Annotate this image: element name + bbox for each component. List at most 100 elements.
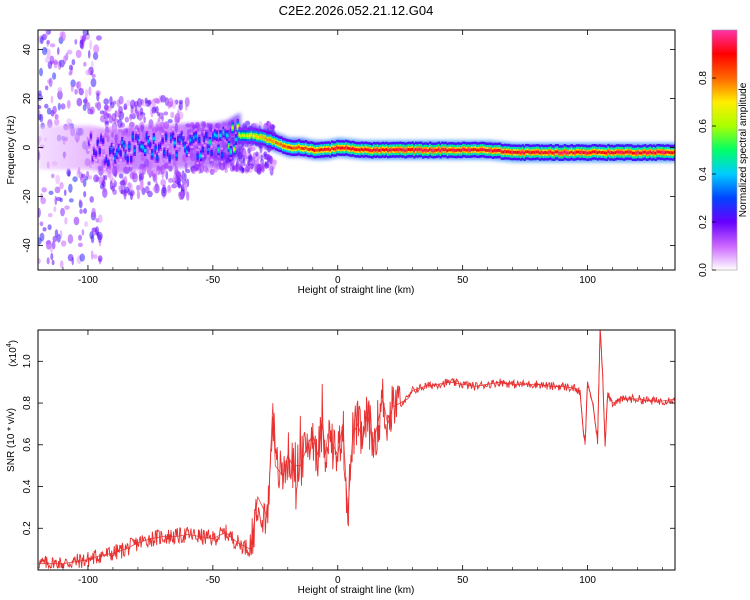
spectrogram-speckle (141, 102, 147, 107)
spectrogram-speckle (136, 110, 139, 120)
spectrogram-speckle (38, 93, 43, 101)
spectrogram-ridge-cell (441, 147, 444, 151)
spectrogram-halo-cell (193, 123, 197, 168)
spectrogram-speckle (96, 35, 102, 41)
spectrogram-halo-cell (63, 125, 67, 170)
spectrogram-halo-cell (231, 116, 235, 161)
spectrogram-ridge-cell (535, 150, 539, 154)
chart-title: C2E2.2026.052.21.12.G04 (279, 3, 434, 18)
spectrogram-speckle (126, 99, 131, 107)
spectrogram-speckle (57, 102, 61, 111)
spectrogram-speckle (61, 31, 66, 42)
spectrogram-speckle (257, 167, 261, 174)
spectrogram-speckle (59, 59, 65, 68)
spectrogram-ridge-cell (575, 150, 579, 154)
spectrogram-ridge-cell (276, 141, 280, 145)
snr-multiplier-exp: 4 (6, 343, 13, 347)
spectrogram-ridge-cell (642, 150, 645, 154)
spectrogram-ridge-cell (135, 135, 138, 139)
spectrogram-halo-cell (171, 124, 175, 169)
spectrogram-ridge-cell (603, 151, 607, 155)
spectrogram-speckle (171, 183, 178, 189)
colorbar-tick-label: 0.4 (698, 167, 709, 181)
snr-x-tick-label: 0 (335, 575, 341, 586)
spectrogram-ridge-cell (136, 138, 140, 142)
spectrogram-halo-cell (125, 127, 129, 172)
spectrogram-speckle (181, 170, 185, 180)
spectrogram-ridge-cell (479, 148, 483, 152)
spectrogram-halo-cell (67, 125, 71, 170)
spectrogram-ridge-cell (355, 148, 358, 152)
spectrogram-ridge-cell (332, 147, 336, 151)
spectrogram-ridge-cell (180, 134, 184, 138)
spectrogram-ridge-cell (446, 149, 449, 153)
spectrogram-ridge-cell (486, 148, 490, 152)
spectrogram-ridge-cell (339, 146, 343, 150)
spectrogram-speckle (39, 113, 44, 123)
spectrogram-speckle (134, 104, 138, 114)
snr-multiplier-close: ) (8, 340, 19, 343)
spectrogram-ridge-cell (114, 156, 117, 160)
spectrogram-ridge-cell (345, 146, 348, 150)
spectrogram-speckle (139, 172, 145, 181)
spectrogram-ridge-cell (404, 149, 407, 153)
spectrogram-ridge-cell (262, 136, 266, 140)
spectrogram-speckle (97, 255, 103, 262)
spectrogram-ridge-cell (481, 148, 484, 151)
spectrogram-speckle (170, 111, 175, 119)
spectrogram-speckle (75, 49, 82, 59)
spectrogram-ridge-cell (170, 136, 173, 140)
spectrogram-ridge-cell (336, 146, 339, 150)
spectrogram-speckle (158, 170, 165, 175)
spectrogram-ridge-cell (614, 151, 617, 155)
spectrogram-ridge-cell (483, 148, 486, 152)
spectrogram-ridge-cell (420, 147, 423, 151)
spectrogram-ridge-cell (659, 150, 663, 154)
spectrogram-halo-cell (213, 122, 217, 167)
spectrogram-halo-cell (55, 125, 59, 170)
spectrogram-ridge-cell (385, 148, 388, 151)
spectrogram-speckle (120, 179, 126, 189)
spectrogram-ridge-cell (458, 148, 462, 152)
spectrogram-speckle (136, 190, 141, 200)
spectrogram-ridge-cell (187, 147, 191, 151)
spectrogram-halo-cell (167, 125, 171, 170)
spectrogram-ridge-cell (526, 150, 530, 154)
spectrogram-ridge-cell (196, 155, 199, 158)
spectrogram-ridge-cell (532, 150, 535, 154)
spectrogram-speckle (247, 147, 251, 154)
spectrogram-ridge-cell (584, 151, 587, 154)
spectrogram-halo-cell (89, 125, 93, 170)
spectrogram-ridge-cell (149, 143, 152, 147)
spectrogram-halo-cell (77, 125, 81, 170)
spectrogram-ridge-cell (231, 126, 234, 130)
spectrogram-speckle (85, 69, 92, 76)
spectrogram-halo-cell (151, 125, 155, 170)
spectrogram-speckle (248, 154, 253, 163)
spectrogram-ridge-cell (596, 151, 600, 155)
spectrogram-ridge-cell (672, 151, 675, 155)
spectrogram-ridge-cell (386, 149, 390, 152)
spectrogram-speckle (118, 95, 124, 105)
spectrogram-ridge-cell (647, 151, 650, 155)
spectrogram-speckle (264, 161, 268, 167)
spectrogram-ridge-cell (285, 145, 288, 149)
spectrogram-ridge-cell (623, 151, 626, 155)
spectrogram-x-tick-label: 100 (579, 275, 596, 286)
spectrogram-speckle (57, 90, 63, 100)
spectrogram-halo-cell (43, 125, 47, 170)
spectrogram-x-tick-label: -50 (206, 275, 221, 286)
spectrogram-speckle (244, 163, 248, 173)
spectrogram-ridge-cell (201, 148, 205, 151)
spectrogram-ridge-cell (514, 150, 518, 154)
spectrogram-ridge-cell (666, 150, 670, 154)
spectrogram-ridge-cell (602, 150, 605, 154)
spectrogram-speckle (74, 38, 78, 45)
spectrogram-ridge-cell (577, 150, 580, 154)
spectrogram-speckle (254, 159, 260, 164)
spectrogram-ridge-cell (381, 148, 385, 151)
spectrogram-ridge-cell (327, 147, 330, 151)
spectrogram-ridge-cell (490, 148, 493, 152)
spectrogram-halo-cell (179, 123, 183, 168)
spectrogram-ridge-cell (586, 151, 589, 155)
